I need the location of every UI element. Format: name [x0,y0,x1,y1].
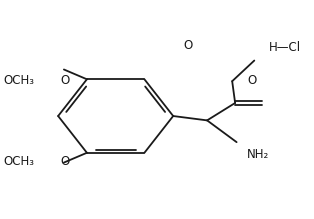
Text: O: O [60,155,69,168]
Text: H—Cl: H—Cl [269,41,301,54]
Text: O: O [183,39,192,52]
Text: O: O [247,74,256,87]
Text: OCH₃: OCH₃ [3,74,35,87]
Text: NH₂: NH₂ [247,148,269,161]
Text: O: O [60,74,69,87]
Text: OCH₃: OCH₃ [3,155,35,168]
